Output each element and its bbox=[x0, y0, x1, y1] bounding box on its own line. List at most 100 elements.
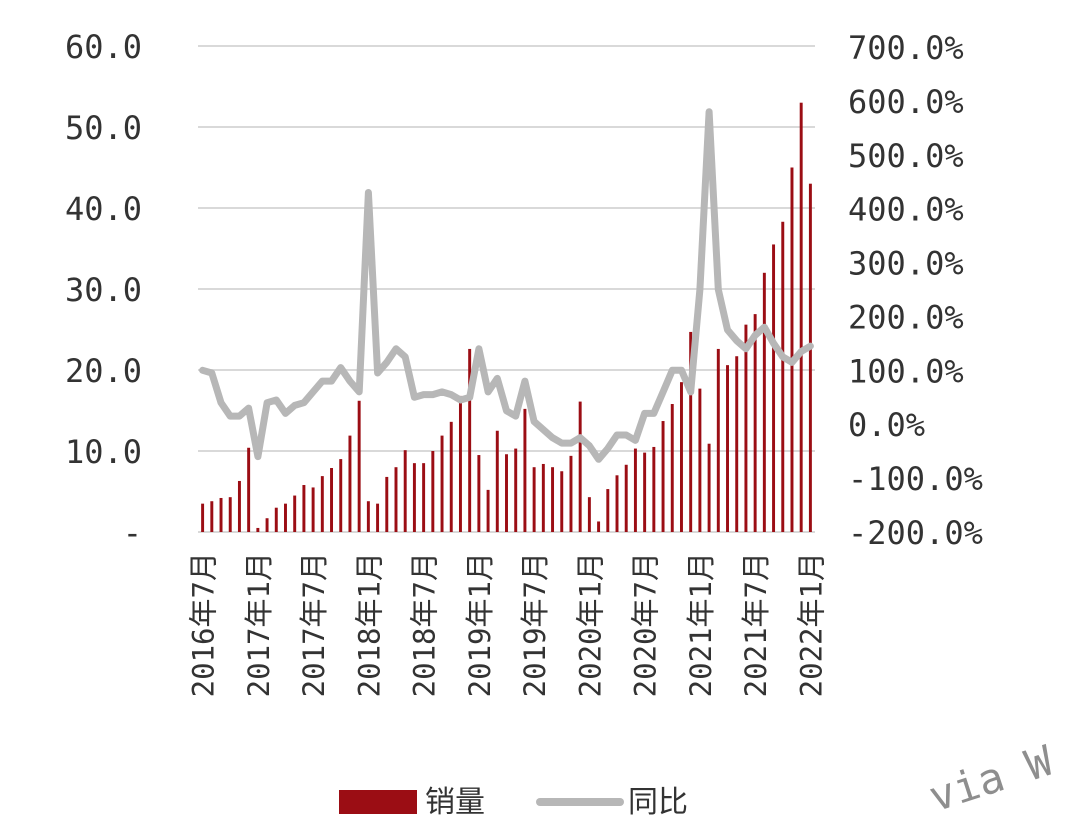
x-tick-label: 2018年7月 bbox=[408, 552, 442, 697]
sales-bar bbox=[624, 464, 628, 532]
sales-bar bbox=[274, 507, 278, 532]
sales-bar bbox=[477, 455, 481, 532]
sales-bar bbox=[551, 467, 555, 532]
x-tick-label: 2017年7月 bbox=[297, 552, 331, 697]
sales-bar bbox=[799, 102, 803, 532]
sales-bar bbox=[652, 446, 656, 532]
y-right-tick-label: 600.0% bbox=[848, 83, 964, 121]
x-tick-label: 2020年1月 bbox=[573, 552, 607, 697]
y-right-tick-label: 500.0% bbox=[848, 137, 964, 175]
sales-bar bbox=[633, 448, 637, 532]
sales-bar bbox=[412, 463, 416, 532]
legend-yoy-label: 同比 bbox=[628, 785, 688, 820]
sales-bar bbox=[753, 314, 757, 532]
y-right-tick-label: 400.0% bbox=[848, 191, 964, 229]
sales-bar bbox=[808, 183, 812, 532]
x-tick-label: 2019年1月 bbox=[463, 552, 497, 697]
yoy-line bbox=[199, 108, 814, 463]
sales-bar bbox=[615, 475, 619, 532]
y-axis-right: -200.0% -100.0% 0.0% 100.0% 200.0% 300.0% 400.… bbox=[848, 29, 983, 552]
sales-bar bbox=[606, 489, 610, 532]
sales-bar bbox=[237, 480, 241, 532]
legend: 销量 同比 bbox=[339, 785, 688, 820]
x-tick-label: 2019年7月 bbox=[518, 552, 552, 697]
sales-bar bbox=[219, 497, 223, 532]
sales-bar bbox=[495, 430, 499, 532]
y-left-tick-label: 20.0 bbox=[65, 352, 142, 390]
x-tick-label: 2021年1月 bbox=[684, 552, 718, 697]
sales-bar bbox=[247, 447, 251, 532]
y-right-tick-label: -100.0% bbox=[848, 460, 983, 498]
sales-bar bbox=[643, 452, 647, 532]
x-axis: 2016年7月 2017年1月 2017年7月 2018年1月 2018年7月 2019年… bbox=[187, 552, 829, 697]
sales-bar bbox=[284, 503, 287, 532]
x-tick-label: 2021年7月 bbox=[739, 552, 773, 697]
sales-bar bbox=[330, 468, 334, 532]
sales-bar bbox=[486, 489, 490, 532]
y-left-tick-label: 50.0 bbox=[65, 109, 142, 147]
x-tick-label: 2016年7月 bbox=[187, 552, 221, 697]
sales-bar bbox=[403, 450, 407, 532]
yoy-line-path bbox=[199, 108, 814, 463]
sales-bar bbox=[320, 476, 324, 532]
sales-bar bbox=[357, 400, 361, 532]
sales-bar bbox=[744, 324, 748, 532]
y-right-tick-label: 100.0% bbox=[848, 352, 964, 390]
sales-bar bbox=[440, 435, 444, 532]
sales-bar bbox=[670, 404, 674, 532]
sales-bar bbox=[679, 382, 683, 532]
sales-bar bbox=[458, 395, 462, 532]
sales-bars bbox=[201, 102, 812, 532]
y-left-tick-label: 60.0 bbox=[65, 28, 142, 66]
sales-bar bbox=[578, 401, 582, 532]
sales-bar bbox=[431, 451, 435, 532]
y-left-tick-label: - bbox=[123, 514, 142, 552]
y-axis-left: - 10.0 20.0 30.0 40.0 50.0 60.0 bbox=[65, 28, 142, 552]
sales-bar bbox=[376, 503, 380, 532]
y-left-tick-label: 10.0 bbox=[65, 433, 142, 471]
sales-bar bbox=[256, 527, 260, 532]
sales-bar bbox=[532, 467, 536, 532]
sales-bar bbox=[698, 388, 702, 532]
sales-bar bbox=[339, 459, 343, 532]
sales-bar bbox=[762, 272, 766, 532]
sales-bar bbox=[790, 167, 794, 532]
sales-bar bbox=[707, 443, 711, 532]
y-left-tick-label: 40.0 bbox=[65, 190, 142, 228]
sales-bar bbox=[514, 448, 518, 532]
sales-bar bbox=[726, 365, 729, 532]
sales-bar bbox=[505, 454, 508, 532]
sales-bar bbox=[210, 501, 214, 532]
sales-bar bbox=[587, 497, 591, 532]
sales-bar bbox=[523, 408, 527, 532]
sales-bar bbox=[385, 476, 389, 532]
y-right-tick-label: 300.0% bbox=[848, 245, 964, 283]
x-tick-label: 2022年1月 bbox=[794, 552, 828, 697]
sales-bar bbox=[560, 471, 564, 532]
x-tick-label: 2020年7月 bbox=[629, 552, 663, 697]
sales-bar bbox=[597, 521, 601, 532]
sales-bar bbox=[569, 455, 573, 532]
sales-bar bbox=[201, 503, 205, 532]
sales-bar bbox=[689, 331, 693, 532]
sales-bar bbox=[366, 501, 370, 532]
sales-bar bbox=[735, 356, 739, 532]
legend-sales-label: 销量 bbox=[425, 785, 485, 820]
legend-sales-swatch bbox=[339, 790, 417, 814]
sales-bar bbox=[781, 221, 785, 532]
sales-bar bbox=[394, 467, 398, 532]
sales-bar bbox=[265, 518, 269, 532]
sales-bar bbox=[716, 348, 720, 532]
watermark: via W bbox=[923, 736, 1059, 821]
sales-bar bbox=[541, 463, 545, 532]
sales-bar bbox=[449, 421, 453, 532]
x-tick-label: 2017年1月 bbox=[242, 552, 276, 697]
y-right-tick-label: -200.0% bbox=[848, 514, 983, 552]
sales-bar bbox=[422, 463, 426, 532]
sales-bar bbox=[348, 435, 352, 532]
sales-bar bbox=[468, 348, 472, 532]
sales-bar bbox=[311, 487, 315, 532]
sales-bar bbox=[228, 497, 232, 532]
y-right-tick-label: 700.0% bbox=[848, 29, 964, 67]
x-tick-label: 2018年1月 bbox=[352, 552, 386, 697]
